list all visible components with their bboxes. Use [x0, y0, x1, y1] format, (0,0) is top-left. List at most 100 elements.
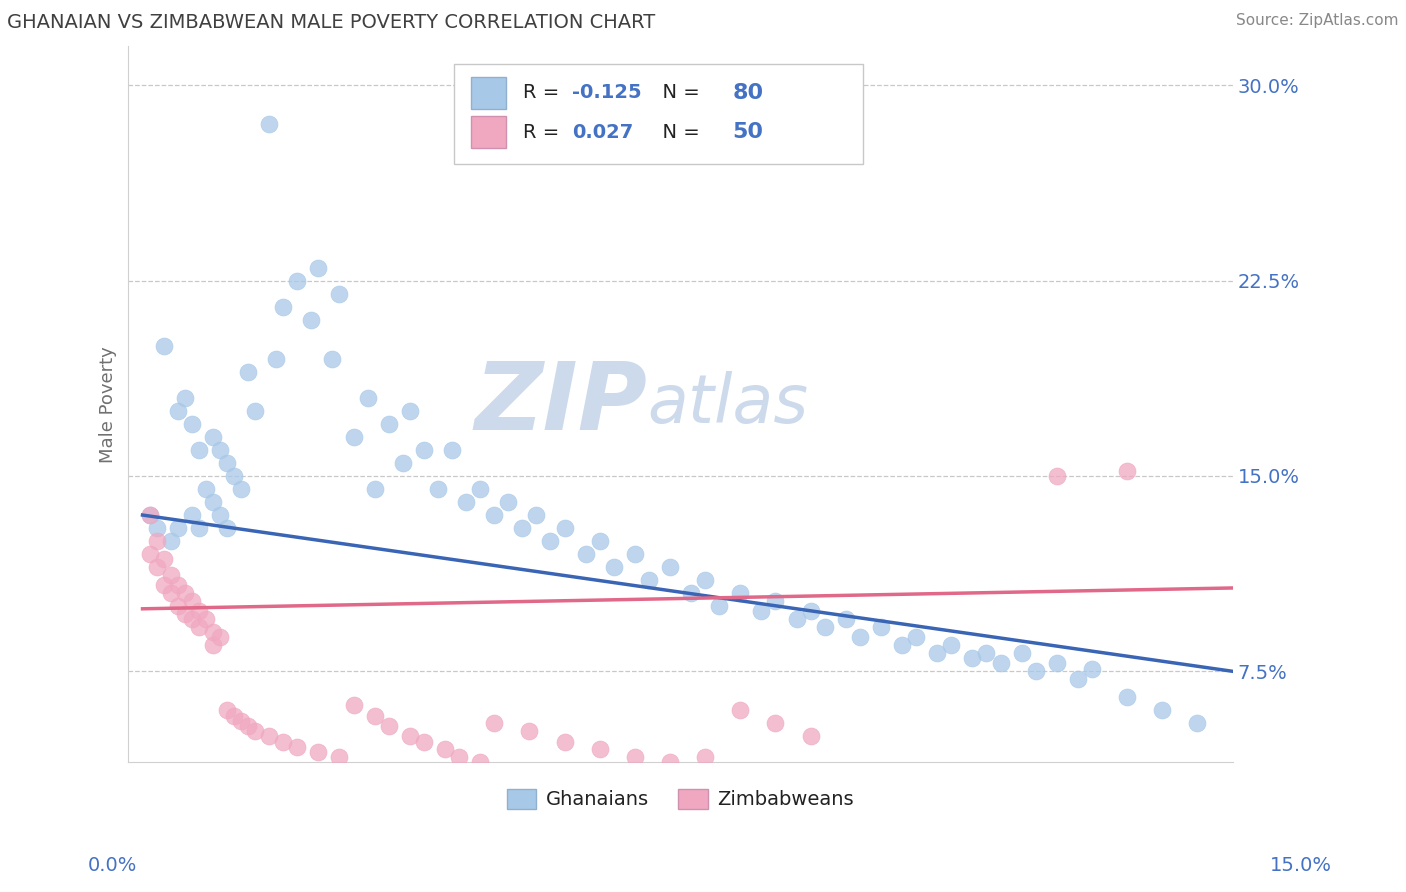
Point — [363, 708, 385, 723]
Text: 80: 80 — [733, 83, 763, 103]
FancyBboxPatch shape — [471, 116, 506, 148]
Point — [180, 508, 202, 522]
Point — [180, 594, 202, 608]
Point — [709, 599, 731, 614]
Point — [208, 508, 231, 522]
Point — [321, 351, 343, 366]
Point — [1046, 469, 1069, 483]
Point — [152, 578, 174, 592]
Point — [145, 521, 167, 535]
Point — [138, 508, 160, 522]
Point — [236, 365, 259, 379]
Point — [1011, 646, 1033, 660]
Point — [152, 552, 174, 566]
Text: 0.027: 0.027 — [572, 123, 634, 142]
Point — [891, 638, 914, 652]
Point — [257, 117, 280, 131]
Point — [145, 560, 167, 574]
Point — [138, 508, 160, 522]
Point — [603, 560, 626, 574]
Point — [307, 260, 329, 275]
Text: 50: 50 — [733, 122, 763, 142]
Point — [976, 646, 998, 660]
Point — [271, 300, 294, 314]
Point — [166, 521, 188, 535]
Point — [285, 274, 308, 288]
Point — [553, 734, 575, 748]
Point — [208, 442, 231, 457]
Point — [589, 534, 612, 549]
Point — [229, 482, 252, 496]
Point — [201, 495, 224, 509]
Point — [215, 456, 238, 470]
Point — [575, 547, 598, 561]
Point — [138, 547, 160, 561]
Point — [159, 586, 181, 600]
Point — [730, 703, 752, 717]
FancyBboxPatch shape — [454, 64, 863, 164]
Point — [166, 578, 188, 592]
Point — [730, 586, 752, 600]
Point — [517, 724, 540, 739]
Point — [553, 521, 575, 535]
Point — [695, 573, 717, 587]
Point — [222, 469, 245, 483]
FancyBboxPatch shape — [471, 77, 506, 109]
Point — [1067, 672, 1090, 686]
Point — [447, 750, 470, 764]
Point — [264, 351, 287, 366]
Text: -0.125: -0.125 — [572, 83, 643, 103]
Point — [695, 750, 717, 764]
Point — [1081, 662, 1104, 676]
Point — [307, 745, 329, 759]
Point — [482, 508, 505, 522]
Point — [215, 703, 238, 717]
Point — [377, 719, 399, 733]
Point — [398, 730, 420, 744]
Point — [187, 604, 209, 618]
Point — [524, 508, 547, 522]
Point — [659, 756, 682, 770]
Point — [786, 612, 808, 626]
Point — [1046, 657, 1069, 671]
Point — [412, 442, 434, 457]
Text: ZIP: ZIP — [475, 359, 647, 450]
Text: atlas: atlas — [647, 371, 808, 437]
Point — [187, 442, 209, 457]
Point — [638, 573, 661, 587]
Point — [208, 631, 231, 645]
Point — [835, 612, 858, 626]
Point — [870, 620, 893, 634]
Point — [433, 742, 456, 756]
Point — [765, 594, 787, 608]
Point — [194, 612, 217, 626]
Point — [271, 734, 294, 748]
Point — [328, 286, 350, 301]
Point — [1152, 703, 1174, 717]
Point — [440, 442, 463, 457]
Point — [510, 521, 533, 535]
Point — [751, 604, 773, 618]
Text: 15.0%: 15.0% — [1270, 856, 1331, 875]
Point — [426, 482, 449, 496]
Point — [173, 586, 195, 600]
Point — [1025, 665, 1047, 679]
Point — [159, 534, 181, 549]
Text: Source: ZipAtlas.com: Source: ZipAtlas.com — [1236, 13, 1399, 29]
Point — [1116, 690, 1139, 705]
Point — [1187, 716, 1209, 731]
Point — [236, 719, 259, 733]
Point — [299, 312, 322, 326]
Point — [363, 482, 385, 496]
Text: R =: R = — [523, 83, 565, 103]
Point — [962, 651, 984, 665]
Point — [454, 495, 477, 509]
Point — [166, 599, 188, 614]
Point — [927, 646, 949, 660]
Point — [187, 521, 209, 535]
Point — [257, 730, 280, 744]
Point — [173, 607, 195, 621]
Point — [765, 716, 787, 731]
Point — [800, 604, 823, 618]
Point — [468, 482, 491, 496]
